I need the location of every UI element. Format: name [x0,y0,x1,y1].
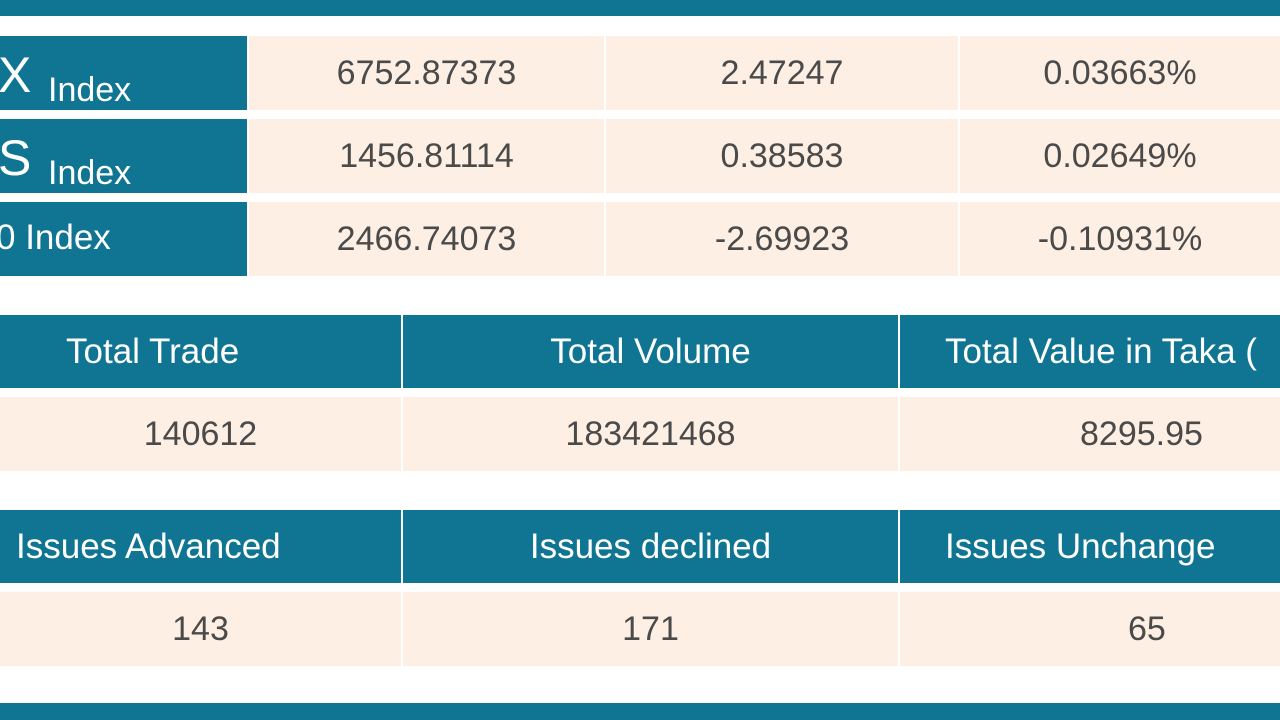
index-name-suffix: Index [48,71,132,109]
total-value-header: Total Value in Taka ( [900,315,1280,388]
index-change: 2.47247 [606,36,958,110]
index-row: X Index 6752.87373 2.47247 0.03663% [0,34,1280,112]
issues-declined-header: Issues declined [403,510,898,583]
index-percent: -0.10931% [960,202,1280,276]
top-bar [0,0,1280,16]
issues-unchanged-value: 65 [900,592,1280,666]
index-value: 1456.81114 [249,119,604,193]
index-name: 0 Index [0,202,247,276]
total-trade-header: Total Trade [0,315,401,388]
issues-advanced-value: 143 [0,592,401,666]
total-trade-value: 140612 [0,397,401,471]
total-volume-header: Total Volume [403,315,898,388]
index-name-label: 0 Index [0,218,111,257]
issues-unchanged-header: Issues Unchange [900,510,1280,583]
index-value: 6752.87373 [249,36,604,110]
index-name: S Index [0,119,247,193]
index-name-prefix: X [0,47,32,103]
index-name-prefix: S [0,130,32,186]
index-percent: 0.03663% [960,36,1280,110]
issues-advanced-header: Issues Advanced [0,510,401,583]
total-volume-value: 183421468 [403,397,898,471]
index-row: 0 Index 2466.74073 -2.69923 -0.10931% [0,200,1280,278]
index-value: 2466.74073 [249,202,604,276]
index-name: X Index [0,36,247,110]
index-change: 0.38583 [606,119,958,193]
issues-declined-value: 171 [403,592,898,666]
index-change: -2.69923 [606,202,958,276]
bottom-bar [0,703,1280,720]
index-percent: 0.02649% [960,119,1280,193]
index-row: S Index 1456.81114 0.38583 0.02649% [0,117,1280,195]
total-value-value: 8295.95 [900,397,1280,471]
index-name-suffix: Index [48,154,132,192]
